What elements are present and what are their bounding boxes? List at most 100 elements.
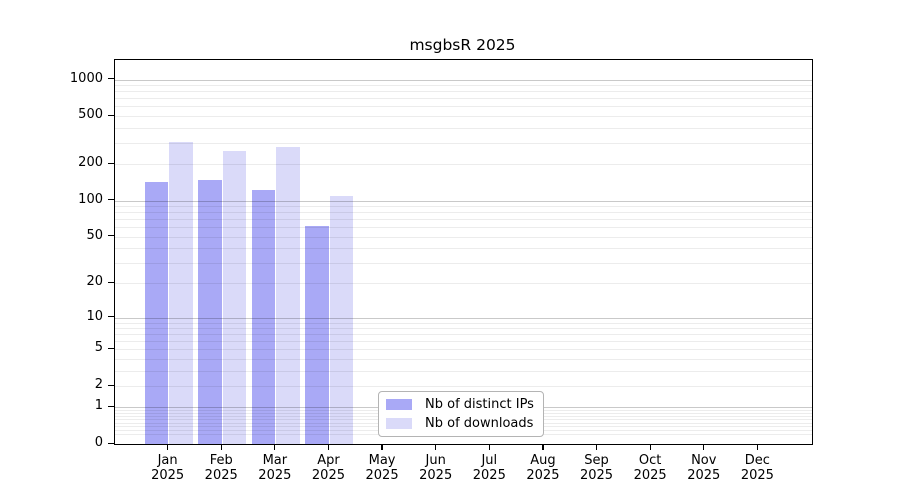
gridline-minor — [115, 334, 812, 336]
x-tick-month: Nov — [691, 453, 717, 468]
gridline-minor — [115, 248, 812, 250]
x-tick-year: 2025 — [365, 468, 399, 483]
y-tick-mark — [108, 162, 114, 164]
x-tick-label-jul: Jul 2025 — [449, 453, 529, 483]
gridline-minor — [115, 322, 812, 324]
y-tick-label: 20 — [86, 274, 103, 290]
x-tick-year: 2025 — [419, 468, 453, 483]
gridline-minor — [115, 106, 812, 108]
x-tick-mark — [542, 444, 544, 450]
x-tick-mark — [220, 444, 222, 450]
x-tick-label-jan: Jan 2025 — [128, 453, 208, 483]
chart-title: msgbsR 2025 — [409, 36, 516, 54]
gridline-minor — [115, 262, 812, 264]
y-tick-label: 0 — [94, 435, 103, 450]
x-tick-label-may: May 2025 — [342, 453, 422, 483]
x-tick-year: 2025 — [579, 468, 614, 483]
y-tick-label: 200 — [78, 155, 103, 171]
y-tick-mark — [108, 347, 114, 350]
gridline-minor — [115, 206, 812, 208]
x-tick-month: Jan — [157, 453, 178, 468]
gridline-minor — [115, 236, 812, 238]
y-tick-mark — [108, 114, 114, 116]
bar-distinct-ips-jan — [144, 181, 169, 444]
legend-item: Nb of downloads — [386, 416, 533, 432]
gridline-minor — [115, 91, 812, 93]
bar-downloads-jan — [169, 142, 193, 444]
x-tick-mark — [327, 444, 330, 450]
y-tick-mark — [108, 78, 114, 80]
gridline-major — [115, 79, 812, 81]
gridline-minor — [115, 219, 812, 221]
y-tick-mark — [108, 235, 114, 237]
bar-distinct-ips-feb — [198, 179, 222, 444]
y-tick-label: 500 — [78, 107, 103, 123]
gridline-minor — [115, 212, 812, 214]
legend: Nb of distinct IPs Nb of downloads — [378, 391, 544, 437]
gridline-major — [115, 200, 812, 202]
x-tick-year: 2025 — [687, 468, 721, 483]
gridline-minor — [115, 116, 812, 118]
legend-label: Nb of downloads — [425, 415, 534, 431]
legend-swatch — [386, 417, 412, 429]
y-tick-label: 50 — [86, 227, 103, 243]
gridline-minor — [115, 98, 812, 100]
x-tick-mark — [595, 444, 598, 450]
gridline-minor — [115, 370, 812, 372]
x-tick-month: Sep — [584, 453, 609, 468]
bar-distinct-ips-apr — [305, 226, 329, 444]
x-tick-label-apr: Apr 2025 — [288, 453, 368, 483]
bar-downloads-apr — [329, 195, 354, 444]
x-tick-year: 2025 — [740, 468, 774, 483]
y-tick-label: 10 — [86, 308, 103, 324]
x-tick-month: Dec — [744, 453, 770, 468]
x-tick-label-mar: Mar 2025 — [235, 453, 315, 483]
y-tick-label: 1000 — [69, 70, 103, 86]
y-tick-label: 2 — [94, 377, 103, 393]
legend-swatch — [386, 399, 412, 411]
gridline-minor — [115, 359, 812, 361]
gridline-minor — [115, 164, 812, 166]
y-tick-mark — [108, 199, 114, 201]
gridline-minor — [115, 227, 812, 229]
x-tick-mark — [435, 444, 437, 450]
x-tick-label-oct: Oct 2025 — [610, 453, 690, 483]
gridline-minor — [115, 283, 812, 285]
y-tick-label: 100 — [78, 191, 103, 207]
y-tick-mark — [108, 281, 114, 284]
legend-label: Nb of distinct IPs — [425, 397, 534, 413]
x-tick-month: Oct — [638, 453, 662, 468]
x-tick-label-jun: Jun 2025 — [396, 453, 476, 483]
x-tick-label-aug: Aug 2025 — [503, 453, 583, 483]
x-tick-label-dec: Dec 2025 — [717, 453, 797, 483]
x-tick-mark — [649, 444, 651, 450]
gridline-minor — [115, 85, 812, 87]
x-tick-month: Jun — [425, 453, 446, 468]
y-tick-mark — [108, 405, 114, 408]
x-tick-year: 2025 — [204, 468, 238, 483]
x-tick-label-nov: Nov 2025 — [664, 453, 744, 483]
x-tick-year: 2025 — [258, 468, 292, 483]
gridline-minor — [115, 142, 812, 144]
y-tick-label: 5 — [94, 340, 103, 356]
y-tick-label: 1 — [94, 398, 103, 414]
x-tick-label-feb: Feb 2025 — [181, 453, 261, 483]
gridline-minor — [115, 127, 812, 129]
x-tick-month: May — [368, 453, 396, 468]
gridline-minor — [115, 328, 812, 330]
y-tick-mark — [108, 316, 114, 318]
x-tick-month: Aug — [530, 453, 556, 468]
plot-area — [114, 59, 813, 445]
x-tick-month: Apr — [317, 453, 340, 468]
x-tick-year: 2025 — [472, 468, 506, 483]
x-tick-month: Jul — [481, 453, 498, 468]
bar-downloads-feb — [222, 151, 247, 444]
x-tick-month: Mar — [262, 453, 288, 468]
x-tick-year: 2025 — [633, 468, 667, 483]
bar-downloads-mar — [276, 146, 300, 444]
x-tick-mark — [167, 444, 169, 450]
x-tick-label-sep: Sep 2025 — [557, 453, 637, 483]
legend-item: Nb of distinct IPs — [386, 397, 534, 413]
gridline-major — [115, 317, 812, 319]
